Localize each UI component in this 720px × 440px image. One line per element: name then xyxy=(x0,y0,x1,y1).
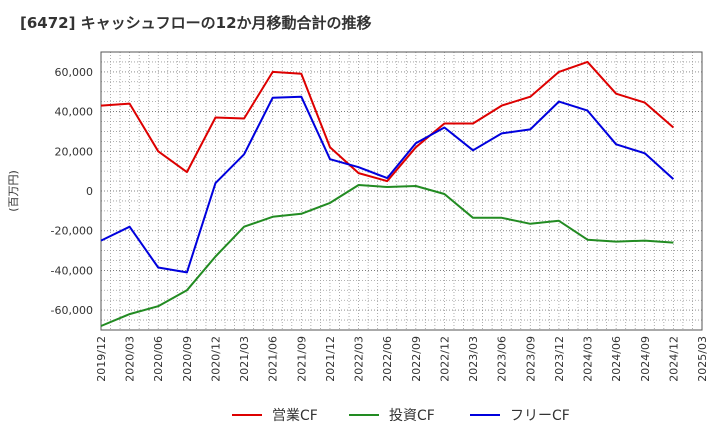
chart-title: [6472] キャッシュフローの12か月移動合計の推移 xyxy=(20,14,372,32)
y-tick-label: -60,000 xyxy=(51,304,93,317)
legend-label: 投資CF xyxy=(389,408,435,424)
series-line xyxy=(100,95,675,274)
series-line xyxy=(100,184,674,327)
x-tick-label: 2022/06 xyxy=(381,336,394,382)
x-tick-label: 2020/06 xyxy=(152,336,165,382)
y-tick-label: -20,000 xyxy=(51,225,93,238)
axes: -60,000 -40,000 -20,000 0 20,000 40,000 60,000… xyxy=(7,51,709,382)
x-tick-label: 2024/03 xyxy=(582,336,595,382)
x-tick-label: 2021/06 xyxy=(267,336,280,382)
x-tick-label: 2022/09 xyxy=(410,336,423,382)
legend-label: 営業CF xyxy=(272,408,318,424)
y-tick-label: 40,000 xyxy=(55,106,94,119)
plot-border xyxy=(100,51,703,331)
x-tick-label: 2020/03 xyxy=(124,336,137,382)
x-tick-label: 2023/12 xyxy=(553,336,566,382)
y-tick-label: 0 xyxy=(86,185,93,198)
x-tick-label: 2024/12 xyxy=(667,336,680,382)
x-tick-label: 2020/12 xyxy=(209,336,222,382)
gridlines xyxy=(100,51,703,331)
x-tick-label: 2025/03 xyxy=(696,336,709,382)
y-tick-label: -40,000 xyxy=(51,264,93,277)
x-tick-label: 2023/09 xyxy=(524,336,537,382)
x-tick-label: 2022/12 xyxy=(438,336,451,382)
x-tick-label: 2023/03 xyxy=(467,336,480,382)
x-tick-label: 2021/12 xyxy=(324,336,337,382)
y-axis-label: (百万円) xyxy=(7,170,20,212)
series-line xyxy=(100,60,675,183)
x-tick-label: 2019/12 xyxy=(95,336,108,382)
x-tick-label: 2021/03 xyxy=(238,336,251,382)
y-tick-label: 60,000 xyxy=(55,66,94,79)
x-tick-label: 2022/03 xyxy=(353,336,366,382)
legend: 営業CF 投資CF フリーCF xyxy=(232,408,570,424)
x-tick-label: 2024/06 xyxy=(610,336,623,382)
series-lines xyxy=(100,60,675,327)
x-tick-label: 2023/06 xyxy=(496,336,509,382)
x-tick-label: 2020/09 xyxy=(181,336,194,382)
x-tick-label: 2024/09 xyxy=(639,336,652,382)
x-tick-label: 2021/09 xyxy=(295,336,308,382)
y-tick-label: 20,000 xyxy=(55,145,94,158)
legend-label: フリーCF xyxy=(510,408,570,424)
